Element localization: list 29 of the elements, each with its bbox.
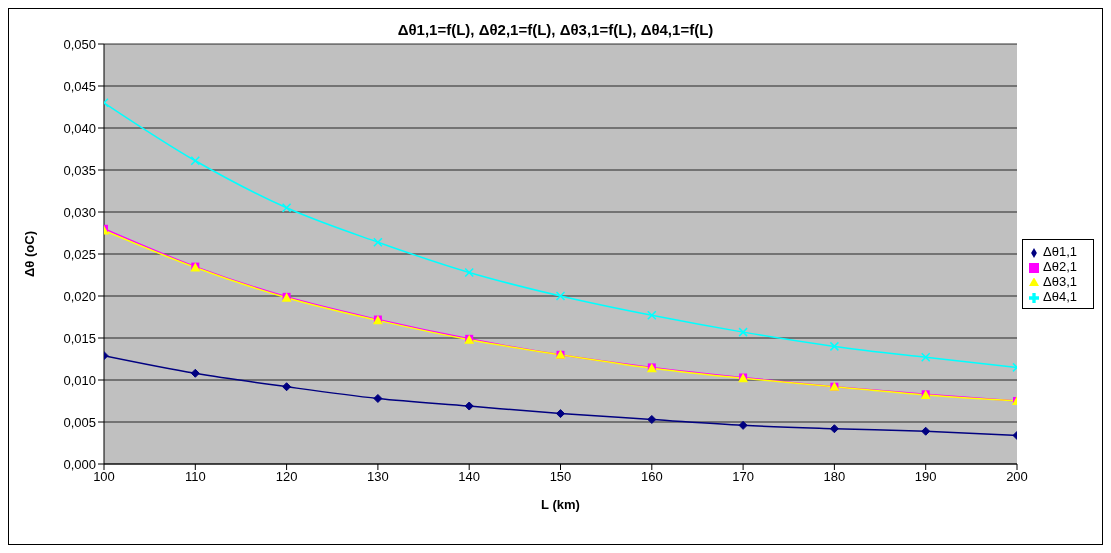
y-axis-title: Δθ (oC) xyxy=(21,231,37,277)
x-tick-label: 110 xyxy=(184,469,206,485)
x-tick-label: 160 xyxy=(640,469,663,485)
x-tick-label: 100 xyxy=(93,469,115,485)
x-tick-label: 170 xyxy=(732,469,754,485)
x-axis-title: L (km) xyxy=(541,497,580,512)
y-tick-label: 0,010 xyxy=(63,372,96,388)
y-tick-label: 0,020 xyxy=(63,288,96,304)
x-tick-label: 200 xyxy=(1006,469,1028,485)
y-tick-label: 0,040 xyxy=(63,120,96,136)
chart-title: Δθ1,1=f(L), Δθ2,1=f(L), Δθ3,1=f(L), Δθ4,1=f(L) xyxy=(396,21,715,38)
legend-label: Δθ4,1 xyxy=(1043,289,1077,304)
y-tick-label: 0,015 xyxy=(63,330,96,346)
x-tick-label: 180 xyxy=(823,469,846,485)
y-tick-label: 0,030 xyxy=(63,204,96,220)
x-tick-label: 150 xyxy=(549,469,572,485)
x-tick-label: 130 xyxy=(367,469,389,485)
y-tick-label: 0,005 xyxy=(63,414,96,430)
legend-label: Δθ1,1 xyxy=(1043,244,1077,259)
x-tick-label: 120 xyxy=(275,469,298,485)
x-tick-label: 140 xyxy=(458,469,481,485)
y-tick-label: 0,050 xyxy=(63,36,96,52)
y-tick-label: 0,025 xyxy=(63,246,96,262)
y-tick-label: 0,045 xyxy=(63,78,96,94)
legend-label: Δθ2,1 xyxy=(1043,259,1077,274)
x-tick-label: 190 xyxy=(914,469,937,485)
legend-label: Δθ3,1 xyxy=(1043,274,1077,289)
y-tick-label: 0,035 xyxy=(63,162,96,178)
y-tick-label: 0,000 xyxy=(63,456,96,472)
